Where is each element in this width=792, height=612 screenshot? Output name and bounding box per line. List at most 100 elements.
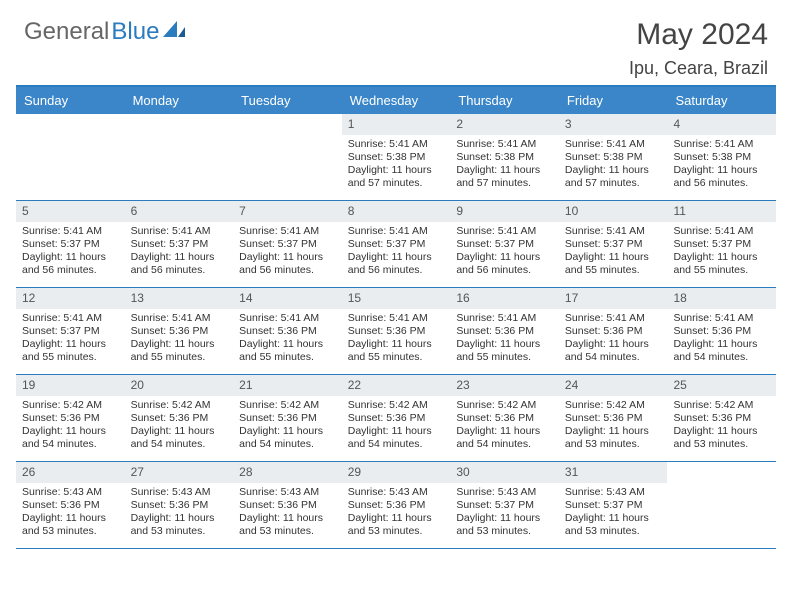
- calendar-cell: 18Sunrise: 5:41 AMSunset: 5:36 PMDayligh…: [667, 288, 776, 374]
- sunset-text: Sunset: 5:36 PM: [348, 325, 445, 338]
- calendar-cell: [125, 114, 234, 200]
- calendar-cell: 27Sunrise: 5:43 AMSunset: 5:36 PMDayligh…: [125, 462, 234, 548]
- calendar-cell: 8Sunrise: 5:41 AMSunset: 5:37 PMDaylight…: [342, 201, 451, 287]
- day-number: 17: [559, 288, 668, 309]
- sunrise-text: Sunrise: 5:42 AM: [348, 399, 445, 412]
- daylight-text: Daylight: 11 hours and 53 minutes.: [22, 512, 119, 538]
- calendar-cell: 26Sunrise: 5:43 AMSunset: 5:36 PMDayligh…: [16, 462, 125, 548]
- daylight-text: Daylight: 11 hours and 53 minutes.: [456, 512, 553, 538]
- day-info: Sunrise: 5:43 AMSunset: 5:36 PMDaylight:…: [125, 483, 234, 545]
- calendar-cell: 11Sunrise: 5:41 AMSunset: 5:37 PMDayligh…: [667, 201, 776, 287]
- day-number: 2: [450, 114, 559, 135]
- day-number: 6: [125, 201, 234, 222]
- day-number: [125, 114, 234, 120]
- day-info: Sunrise: 5:41 AMSunset: 5:38 PMDaylight:…: [667, 135, 776, 197]
- daylight-text: Daylight: 11 hours and 55 minutes.: [673, 251, 770, 277]
- sunset-text: Sunset: 5:36 PM: [348, 412, 445, 425]
- daylight-text: Daylight: 11 hours and 55 minutes.: [456, 338, 553, 364]
- calendar-cell: [667, 462, 776, 548]
- sunrise-text: Sunrise: 5:41 AM: [239, 312, 336, 325]
- sunrise-text: Sunrise: 5:41 AM: [565, 225, 662, 238]
- day-number: 16: [450, 288, 559, 309]
- sunrise-text: Sunrise: 5:43 AM: [348, 486, 445, 499]
- sunrise-text: Sunrise: 5:41 AM: [565, 312, 662, 325]
- sunrise-text: Sunrise: 5:42 AM: [131, 399, 228, 412]
- sunrise-text: Sunrise: 5:41 AM: [239, 225, 336, 238]
- day-info: Sunrise: 5:41 AMSunset: 5:37 PMDaylight:…: [342, 222, 451, 284]
- sail-icon: [163, 18, 185, 46]
- daylight-text: Daylight: 11 hours and 56 minutes.: [131, 251, 228, 277]
- calendar-cell: 15Sunrise: 5:41 AMSunset: 5:36 PMDayligh…: [342, 288, 451, 374]
- calendar-cell: 6Sunrise: 5:41 AMSunset: 5:37 PMDaylight…: [125, 201, 234, 287]
- day-info: Sunrise: 5:42 AMSunset: 5:36 PMDaylight:…: [342, 396, 451, 458]
- day-number: 4: [667, 114, 776, 135]
- daylight-text: Daylight: 11 hours and 53 minutes.: [565, 425, 662, 451]
- daylight-text: Daylight: 11 hours and 57 minutes.: [348, 164, 445, 190]
- day-info: Sunrise: 5:42 AMSunset: 5:36 PMDaylight:…: [125, 396, 234, 458]
- sunset-text: Sunset: 5:38 PM: [348, 151, 445, 164]
- calendar-cell: 1Sunrise: 5:41 AMSunset: 5:38 PMDaylight…: [342, 114, 451, 200]
- calendar-cell: 17Sunrise: 5:41 AMSunset: 5:36 PMDayligh…: [559, 288, 668, 374]
- calendar-cell: 3Sunrise: 5:41 AMSunset: 5:38 PMDaylight…: [559, 114, 668, 200]
- day-info: Sunrise: 5:43 AMSunset: 5:36 PMDaylight:…: [233, 483, 342, 545]
- brand-logo: GeneralBlue: [24, 18, 185, 46]
- sunset-text: Sunset: 5:37 PM: [565, 499, 662, 512]
- sunrise-text: Sunrise: 5:43 AM: [239, 486, 336, 499]
- sunrise-text: Sunrise: 5:43 AM: [22, 486, 119, 499]
- day-number: [233, 114, 342, 120]
- day-header-sat: Saturday: [667, 87, 776, 114]
- sunset-text: Sunset: 5:38 PM: [565, 151, 662, 164]
- sunset-text: Sunset: 5:38 PM: [456, 151, 553, 164]
- sunset-text: Sunset: 5:36 PM: [456, 412, 553, 425]
- calendar-cell: 10Sunrise: 5:41 AMSunset: 5:37 PMDayligh…: [559, 201, 668, 287]
- sunrise-text: Sunrise: 5:42 AM: [456, 399, 553, 412]
- brand-part1: General: [24, 18, 109, 46]
- daylight-text: Daylight: 11 hours and 53 minutes.: [239, 512, 336, 538]
- day-info: Sunrise: 5:43 AMSunset: 5:37 PMDaylight:…: [559, 483, 668, 545]
- daylight-text: Daylight: 11 hours and 56 minutes.: [456, 251, 553, 277]
- sunset-text: Sunset: 5:36 PM: [131, 412, 228, 425]
- page-title: May 2024: [629, 18, 768, 52]
- day-info: Sunrise: 5:42 AMSunset: 5:36 PMDaylight:…: [559, 396, 668, 458]
- calendar: Sunday Monday Tuesday Wednesday Thursday…: [16, 85, 776, 549]
- calendar-cell: 19Sunrise: 5:42 AMSunset: 5:36 PMDayligh…: [16, 375, 125, 461]
- day-info: Sunrise: 5:42 AMSunset: 5:36 PMDaylight:…: [16, 396, 125, 458]
- day-number: 3: [559, 114, 668, 135]
- day-info: Sunrise: 5:41 AMSunset: 5:37 PMDaylight:…: [667, 222, 776, 284]
- daylight-text: Daylight: 11 hours and 56 minutes.: [22, 251, 119, 277]
- day-header-mon: Monday: [125, 87, 234, 114]
- day-header-tue: Tuesday: [233, 87, 342, 114]
- sunrise-text: Sunrise: 5:41 AM: [456, 312, 553, 325]
- sunset-text: Sunset: 5:36 PM: [673, 325, 770, 338]
- day-number: 7: [233, 201, 342, 222]
- day-info: Sunrise: 5:41 AMSunset: 5:36 PMDaylight:…: [342, 309, 451, 371]
- calendar-cell: 14Sunrise: 5:41 AMSunset: 5:36 PMDayligh…: [233, 288, 342, 374]
- sunrise-text: Sunrise: 5:42 AM: [565, 399, 662, 412]
- day-number: 9: [450, 201, 559, 222]
- daylight-text: Daylight: 11 hours and 56 minutes.: [673, 164, 770, 190]
- day-number: 27: [125, 462, 234, 483]
- sunset-text: Sunset: 5:37 PM: [456, 238, 553, 251]
- day-number: 10: [559, 201, 668, 222]
- calendar-week: 26Sunrise: 5:43 AMSunset: 5:36 PMDayligh…: [16, 462, 776, 549]
- sunset-text: Sunset: 5:36 PM: [239, 325, 336, 338]
- day-number: 29: [342, 462, 451, 483]
- day-info: Sunrise: 5:41 AMSunset: 5:37 PMDaylight:…: [125, 222, 234, 284]
- sunset-text: Sunset: 5:36 PM: [131, 499, 228, 512]
- day-number: 24: [559, 375, 668, 396]
- day-info: Sunrise: 5:43 AMSunset: 5:37 PMDaylight:…: [450, 483, 559, 545]
- calendar-cell: 22Sunrise: 5:42 AMSunset: 5:36 PMDayligh…: [342, 375, 451, 461]
- calendar-week: 19Sunrise: 5:42 AMSunset: 5:36 PMDayligh…: [16, 375, 776, 462]
- daylight-text: Daylight: 11 hours and 57 minutes.: [565, 164, 662, 190]
- sunrise-text: Sunrise: 5:42 AM: [239, 399, 336, 412]
- daylight-text: Daylight: 11 hours and 54 minutes.: [565, 338, 662, 364]
- sunset-text: Sunset: 5:36 PM: [348, 499, 445, 512]
- calendar-week: 5Sunrise: 5:41 AMSunset: 5:37 PMDaylight…: [16, 201, 776, 288]
- daylight-text: Daylight: 11 hours and 54 minutes.: [673, 338, 770, 364]
- daylight-text: Daylight: 11 hours and 53 minutes.: [673, 425, 770, 451]
- sunrise-text: Sunrise: 5:41 AM: [348, 312, 445, 325]
- day-number: 23: [450, 375, 559, 396]
- day-number: 11: [667, 201, 776, 222]
- calendar-cell: 30Sunrise: 5:43 AMSunset: 5:37 PMDayligh…: [450, 462, 559, 548]
- calendar-cell: 9Sunrise: 5:41 AMSunset: 5:37 PMDaylight…: [450, 201, 559, 287]
